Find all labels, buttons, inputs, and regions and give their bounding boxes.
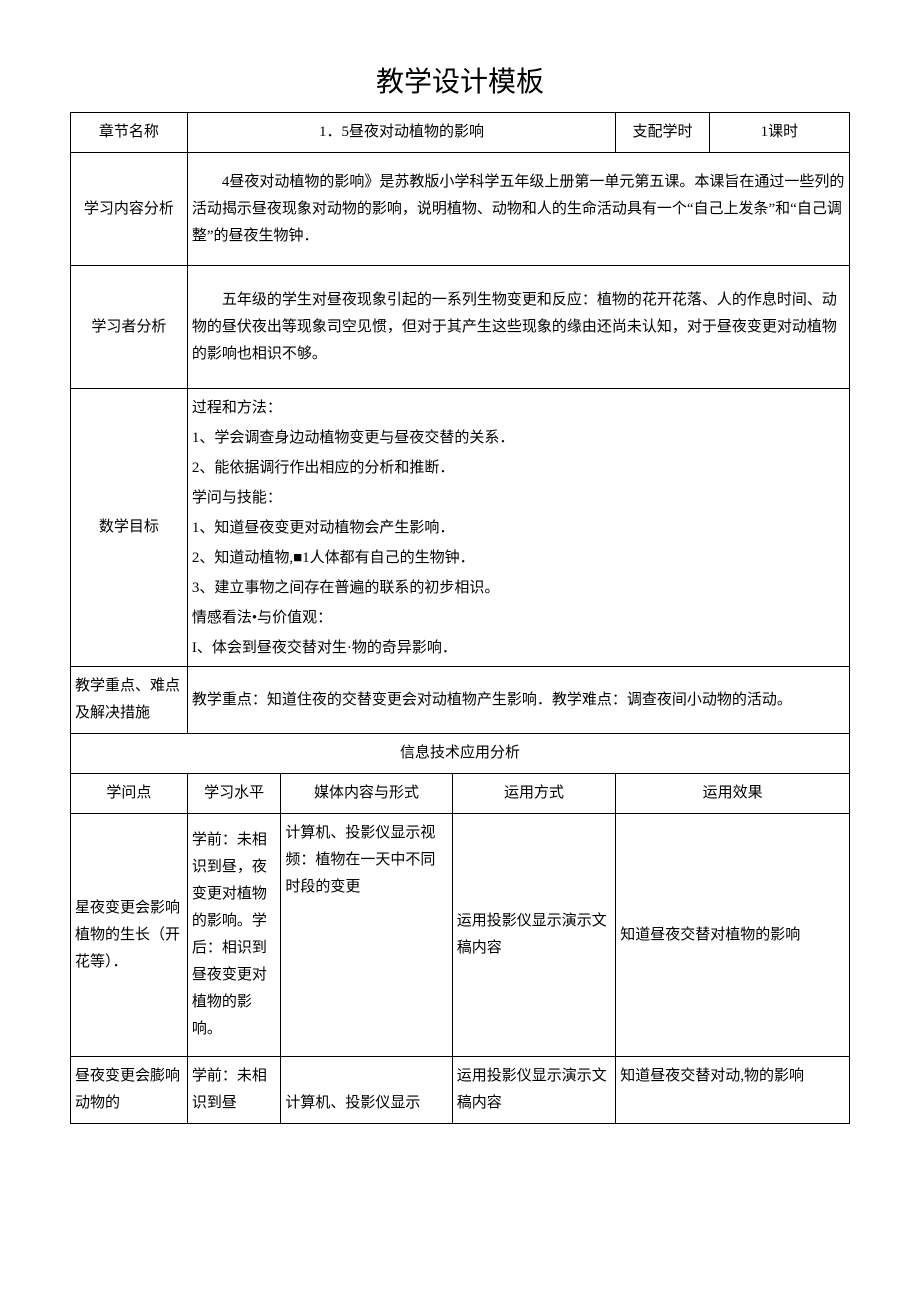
key-points-text: 教学重点：知道住夜的交替变更会对动植物产生影响．教学难点：调查夜间小动物的活动。 <box>187 667 849 734</box>
learner-analysis-body: 五年级的学生对昼夜现象引起的一系列生物变更和反应：植物的花开花落、人的作息时间、… <box>192 287 845 368</box>
tech-header-1: 学问点 <box>71 774 188 814</box>
goals-line-2: 1、学会调查身边动植物变更与昼夜交替的关系． <box>192 423 845 453</box>
learner-analysis-row: 学习者分析 五年级的学生对昼夜现象引起的一系列生物变更和反应：植物的花开花落、人… <box>71 266 850 389</box>
tech-row2-c1: 昼夜变更会膨响动物的 <box>71 1057 188 1124</box>
tech-header-2: 学习水平 <box>187 774 280 814</box>
table-row: 星夜变更会影响植物的生长（开花等）． 学前：未相识到昼，夜变更对植物的影响。学后… <box>71 814 850 1057</box>
lesson-plan-table: 章节名称 1．5昼夜对动植物的影响 支配学时 1课时 学习内容分析 4昼夜对动植… <box>70 112 850 1124</box>
tech-row2-c4: 运用投影仪显示演示文稿内容 <box>452 1057 616 1124</box>
goals-line-6: 2、知道动植物,■1人体都有自己的生物钟． <box>192 543 845 573</box>
tech-row2-c3: 计算机、投影仪显示 <box>281 1057 452 1124</box>
goals-line-3: 2、能依据调行作出相应的分析和推断． <box>192 453 845 483</box>
chapter-value: 1．5昼夜对动植物的影响 <box>187 113 615 153</box>
tech-row1-c4: 运用投影仪显示演示文稿内容 <box>452 814 616 1057</box>
goals-text: 过程和方法： 1、学会调查身边动植物变更与昼夜交替的关系． 2、能依据调行作出相… <box>187 389 849 667</box>
tech-row1-c5: 知道昼夜交替对植物的影响 <box>616 814 850 1057</box>
goals-line-5: 1、知道昼夜变更对动植物会产生影响． <box>192 513 845 543</box>
tech-analysis-title: 信息技术应用分析 <box>71 734 850 774</box>
table-row: 昼夜变更会膨响动物的 学前：未相识到昼 计算机、投影仪显示 运用投影仪显示演示文… <box>71 1057 850 1124</box>
page-title: 教学设计模板 <box>70 60 850 100</box>
key-points-label: 教学重点、难点及解决措施 <box>71 667 188 734</box>
goals-line-9: I、体会到昼夜交替对生·物的奇异影响． <box>192 633 845 663</box>
tech-row2-c2: 学前：未相识到昼 <box>187 1057 280 1124</box>
learner-analysis-text: 五年级的学生对昼夜现象引起的一系列生物变更和反应：植物的花开花落、人的作息时间、… <box>187 266 849 389</box>
tech-row1-c3: 计算机、投影仪显示视频：植物在一天中不同时段的变更 <box>281 814 452 1057</box>
tech-header-4: 运用方式 <box>452 774 616 814</box>
goals-line-10: 2、培育敬畏证据的科学品质。 <box>192 663 845 667</box>
content-analysis-label: 学习内容分析 <box>71 153 188 266</box>
tech-header-3: 媒体内容与形式 <box>281 774 452 814</box>
tech-analysis-title-row: 信息技术应用分析 <box>71 734 850 774</box>
chapter-label: 章节名称 <box>71 113 188 153</box>
goals-label: 数学目标 <box>71 389 188 667</box>
tech-header-row: 学问点 学习水平 媒体内容与形式 运用方式 运用效果 <box>71 774 850 814</box>
goals-row: 数学目标 过程和方法： 1、学会调查身边动植物变更与昼夜交替的关系． 2、能依据… <box>71 389 850 667</box>
key-points-row: 教学重点、难点及解决措施 教学重点：知道住夜的交替变更会对动植物产生影响．教学难… <box>71 667 850 734</box>
tech-header-5: 运用效果 <box>616 774 850 814</box>
goals-line-4: 学问与技能： <box>192 483 845 513</box>
goals-line-7: 3、建立事物之间存在普遍的联系的初步相识。 <box>192 573 845 603</box>
goals-line-1: 过程和方法： <box>192 393 845 423</box>
learner-analysis-label: 学习者分析 <box>71 266 188 389</box>
hours-label: 支配学时 <box>616 113 709 153</box>
hours-value: 1课时 <box>709 113 849 153</box>
content-analysis-body: 4昼夜对动植物的影响》是苏教版小学科学五年级上册第一单元第五课。本课旨在通过一些… <box>192 169 845 250</box>
header-row: 章节名称 1．5昼夜对动植物的影响 支配学时 1课时 <box>71 113 850 153</box>
goals-line-8: 情感看法•与价值观： <box>192 603 845 633</box>
tech-row1-c1: 星夜变更会影响植物的生长（开花等）． <box>71 814 188 1057</box>
tech-row2-c5: 知道昼夜交替对动,物的影响 <box>616 1057 850 1124</box>
content-analysis-row: 学习内容分析 4昼夜对动植物的影响》是苏教版小学科学五年级上册第一单元第五课。本… <box>71 153 850 266</box>
tech-row1-c2: 学前：未相识到昼，夜变更对植物的影响。学后：相识到昼夜变更对植物的影响。 <box>187 814 280 1057</box>
content-analysis-text: 4昼夜对动植物的影响》是苏教版小学科学五年级上册第一单元第五课。本课旨在通过一些… <box>187 153 849 266</box>
